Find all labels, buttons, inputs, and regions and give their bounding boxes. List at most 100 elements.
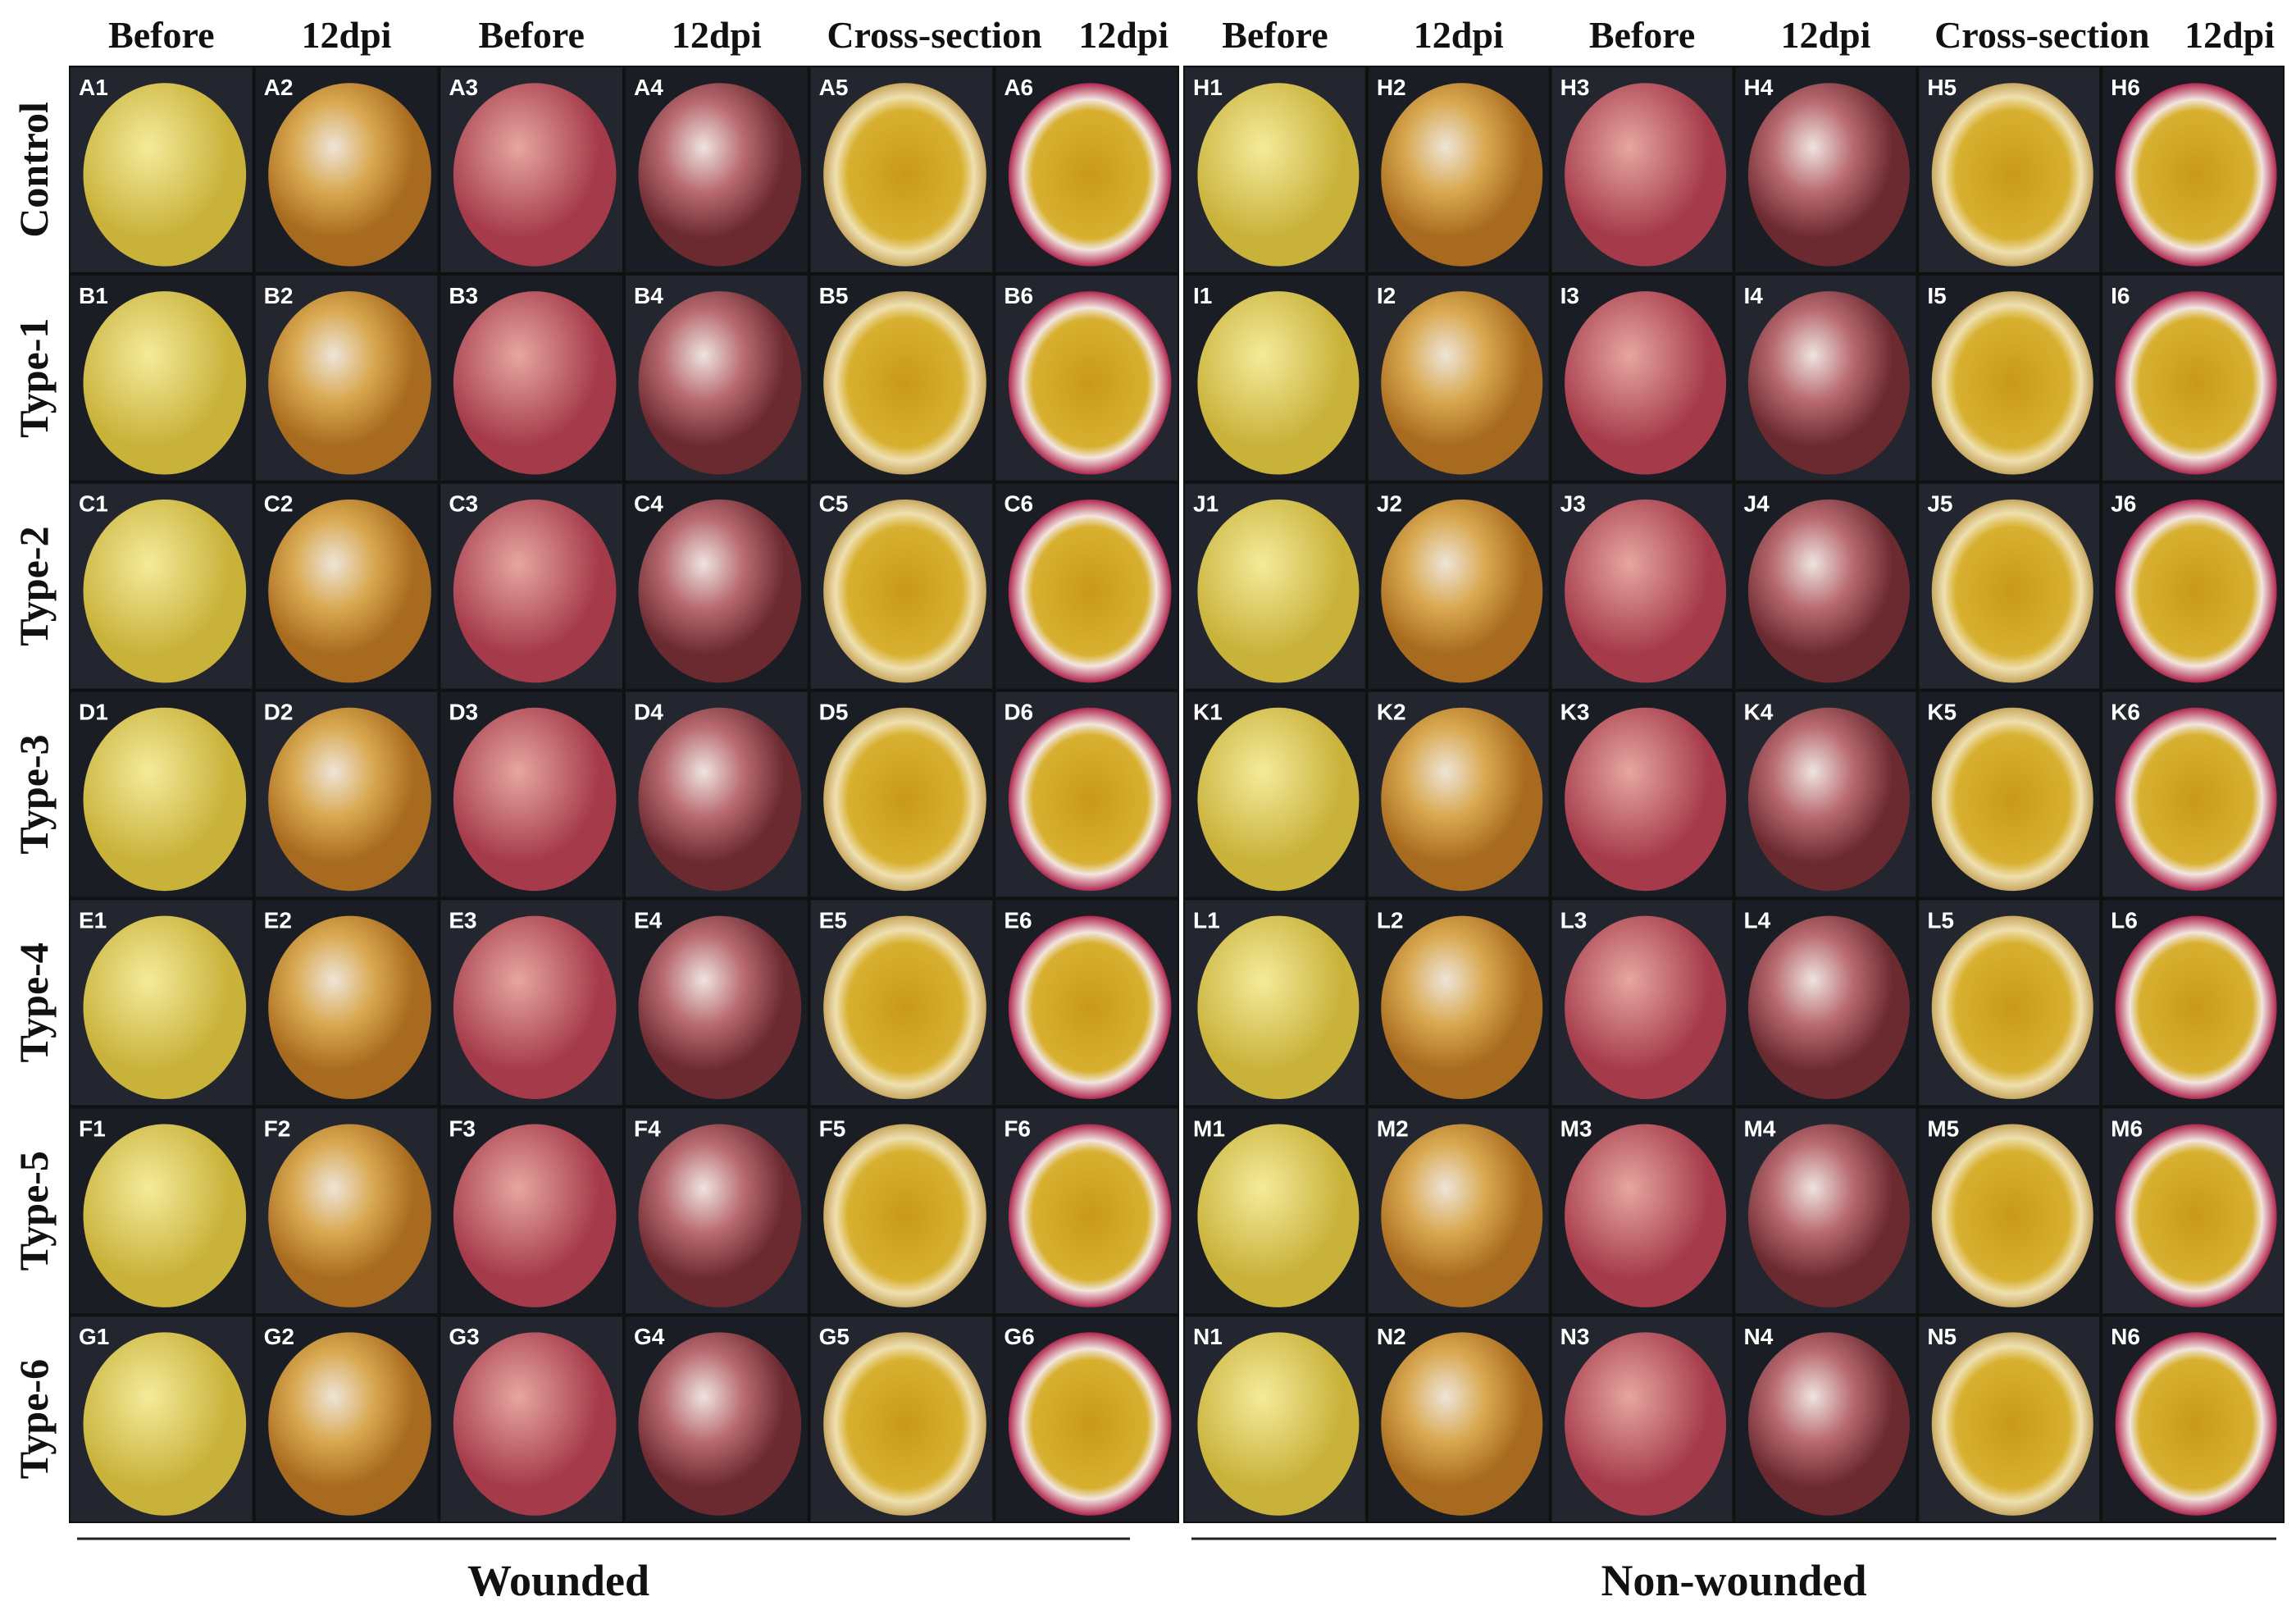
column-header: 12dpi [672,14,762,56]
cell-label: A3 [449,75,478,100]
cell-label: L6 [2111,907,2138,933]
cell-label: M6 [2111,1115,2143,1141]
cell-label: I6 [2111,283,2130,308]
fruit-photo [1931,707,2093,892]
cell-label: N5 [1927,1324,1957,1349]
fruit-photo [83,915,247,1100]
fruit-photo [638,915,802,1100]
cell-label: L4 [1744,907,1771,933]
fruit-photo [83,1124,247,1307]
cell-label: G2 [264,1324,294,1349]
column-header: 12dpi [302,14,392,56]
fruit-photo [823,291,986,475]
cell-label: A6 [1004,75,1033,100]
fruit-photo [268,83,431,267]
cell-label: L1 [1193,907,1220,933]
fruit-photo [638,707,802,892]
fruit-photo [1008,83,1172,267]
fruit-photo [268,1332,431,1516]
fruit-photo [453,499,617,683]
column-header: Cross-section [1934,14,2149,56]
cell-label: K2 [1377,700,1406,725]
fruit-photo [1008,707,1172,892]
cell-label: D3 [449,700,478,725]
cell-label: H5 [1927,75,1957,100]
cell-label: M2 [1377,1115,1409,1141]
cell-label: I2 [1377,283,1396,308]
panel-background [1183,66,2285,1523]
fruit-photo [453,707,617,892]
fruit-photo [268,1124,431,1307]
cell-label: A4 [634,75,663,100]
fruit-photo [1565,915,1727,1100]
cell-label: A1 [79,75,108,100]
fruit-photo [638,499,802,683]
cell-label: J2 [1377,491,1402,517]
column-header: 12dpi [2184,14,2275,56]
row-label: Type-5 [11,1151,57,1271]
fruit-photo [1747,915,1910,1100]
fruit-photo [1381,707,1543,892]
cell-label: C4 [634,491,663,517]
fruit-photo [1381,1124,1543,1307]
fruit-photo [1381,291,1543,475]
fruit-photo [823,1124,986,1307]
cell-label: B5 [819,283,849,308]
fruit-photo [823,707,986,892]
fruit-photo [1381,915,1543,1100]
fruit-photo [2115,499,2277,683]
fruit-photo [1565,707,1727,892]
row-label: Type-3 [11,734,57,854]
fruit-photo [1197,291,1360,475]
cell-label: H4 [1744,75,1774,100]
panel-background [69,66,1179,1523]
cell-label: E4 [634,907,663,933]
fruit-photo [1565,83,1727,267]
fruit-photo [2115,707,2277,892]
fruit-photo [1747,499,1910,683]
cell-label: D2 [264,700,294,725]
column-header: 12dpi [1780,14,1870,56]
cell-label: J6 [2111,491,2136,517]
cell-label: F4 [634,1115,661,1141]
cell-label: J5 [1927,491,1952,517]
cell-label: B2 [264,283,294,308]
cell-label: N4 [1744,1324,1774,1349]
fruit-photo [1381,1332,1543,1516]
cell-label: G4 [634,1324,665,1349]
fruit-photo [1381,499,1543,683]
cell-label: G5 [819,1324,850,1349]
cell-label: N2 [1377,1324,1406,1349]
cell-label: M5 [1927,1115,1959,1141]
fruit-photo [823,499,986,683]
fruit-photo [453,291,617,475]
row-label: Type-1 [11,318,57,438]
cell-label: L2 [1377,907,1404,933]
cell-label: N1 [1193,1324,1223,1349]
fruit-photo [1931,915,2093,1100]
fruit-photo [268,915,431,1100]
cell-label: L3 [1560,907,1588,933]
fruit-photo [83,83,247,267]
cell-label: E3 [449,907,476,933]
cell-label: J4 [1744,491,1770,517]
fruit-photo [1008,1332,1172,1516]
fruit-photo [1747,83,1910,267]
fruit-photo [1565,291,1727,475]
fruit-photo [1931,499,2093,683]
cell-label: C5 [819,491,849,517]
cell-label: D1 [79,700,108,725]
cell-label: C3 [449,491,478,517]
cell-label: D6 [1004,700,1033,725]
cell-label: E1 [79,907,107,933]
cell-label: D5 [819,700,849,725]
column-header: Before [1222,14,1328,56]
cell-label: N6 [2111,1324,2140,1349]
fruit-photo [1197,499,1360,683]
row-label: Type-4 [11,942,57,1062]
cell-label: K1 [1193,700,1223,725]
cell-label: E5 [819,907,847,933]
row-label: Type-2 [11,526,57,646]
cell-label: L5 [1927,907,1954,933]
fruit-photo [83,1332,247,1516]
